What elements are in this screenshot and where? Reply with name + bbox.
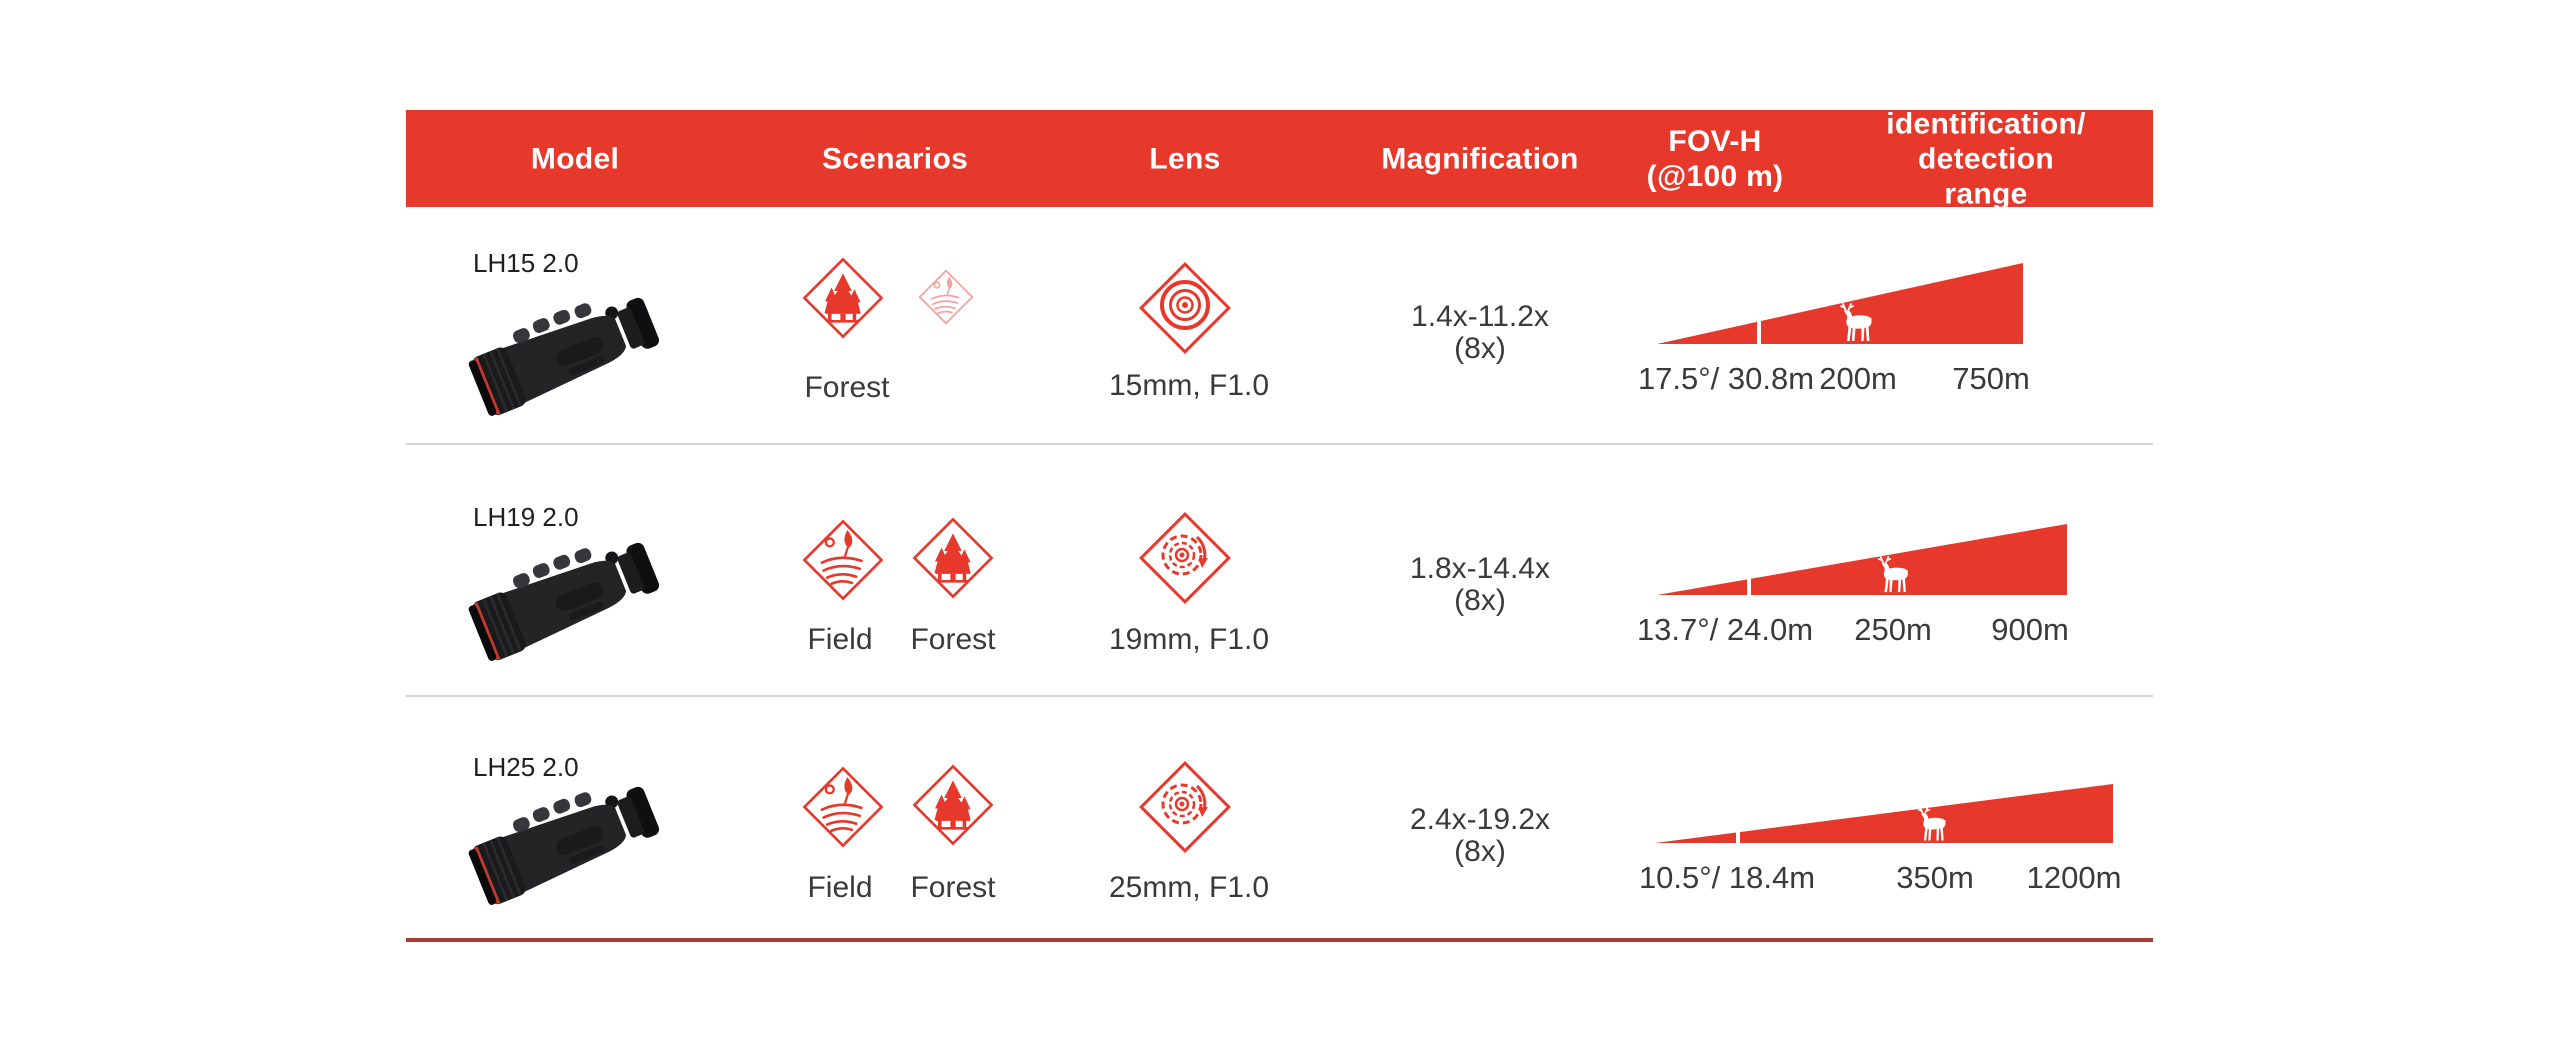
header-scenarios: Scenarios <box>821 142 969 175</box>
header-model: Model <box>530 142 620 175</box>
header-magnification: Magnification <box>1381 142 1579 175</box>
fov-angle-width: 10.5°/ 18.4m <box>1638 860 1816 895</box>
detection-range: 750m <box>1952 361 2030 396</box>
scenario-label: Forest <box>804 371 890 404</box>
header-lens: Lens <box>1149 142 1221 175</box>
magnification-digital: (8x) <box>1454 332 1506 365</box>
magnification-range: 2.4x-19.2x <box>1409 803 1551 836</box>
lens-spec: 19mm, F1.0 <box>1108 623 1270 656</box>
fov-range-triangle <box>1655 784 2113 843</box>
lens-spec: 25mm, F1.0 <box>1108 871 1270 904</box>
row-divider <box>406 443 2153 445</box>
model-name: LH19 2.0 <box>473 502 579 532</box>
scenario-label: Field <box>807 871 873 904</box>
lens-focus-icon <box>1139 761 1231 853</box>
forest-icon <box>913 518 993 598</box>
forest-icon <box>803 258 883 338</box>
tick-mark <box>1736 818 1740 843</box>
detection-range: 1200m <box>2026 860 2122 895</box>
magnification-value: 1.4x-11.2x (8x) <box>1411 301 1549 365</box>
magnification-range: 1.4x-11.2x <box>1411 300 1549 333</box>
magnification-digital: (8x) <box>1454 584 1506 617</box>
fov-angle-width: 17.5°/ 30.8m <box>1637 361 1815 396</box>
identification-range: 250m <box>1854 612 1932 647</box>
field-icon <box>803 767 883 847</box>
identification-range: 350m <box>1896 860 1974 895</box>
fov-range-triangle <box>1657 524 2067 595</box>
lens-focus-icon <box>1139 512 1231 604</box>
monocular-product-image <box>462 525 664 664</box>
forest-icon <box>913 765 993 845</box>
tick-mark <box>1747 570 1751 595</box>
table-header: Model Scenarios Lens Magnification FOV-H… <box>406 107 2153 210</box>
field-icon <box>918 269 974 325</box>
table-bottom-rule <box>406 938 2153 942</box>
fov-range-triangle <box>1657 263 2023 344</box>
magnification-range: 1.8x-14.4x <box>1409 552 1551 585</box>
tick-mark <box>1757 319 1761 344</box>
detection-range: 900m <box>1991 612 2069 647</box>
magnification-digital: (8x) <box>1454 835 1506 868</box>
scenario-label: Forest <box>910 871 996 904</box>
lens-rings-icon <box>1139 262 1231 354</box>
scenario-label: Forest <box>910 623 996 656</box>
monocular-product-image <box>462 769 664 908</box>
magnification-value: 2.4x-19.2x (8x) <box>1410 804 1550 868</box>
magnification-value: 1.8x-14.4x (8x) <box>1410 553 1550 617</box>
monocular-product-image <box>466 280 664 419</box>
model-name: LH25 2.0 <box>473 752 579 782</box>
fov-angle-width: 13.7°/ 24.0m <box>1636 612 1814 647</box>
model-name: LH15 2.0 <box>473 248 579 278</box>
field-icon <box>803 520 883 600</box>
scenario-label: Field <box>807 623 873 656</box>
header-ident-range: identification/ detection range <box>1886 107 2086 210</box>
header-fov: FOV-H (@100 m) <box>1646 124 1784 193</box>
lens-spec: 15mm, F1.0 <box>1108 369 1270 402</box>
row-divider <box>406 695 2153 697</box>
identification-range: 200m <box>1819 361 1897 396</box>
